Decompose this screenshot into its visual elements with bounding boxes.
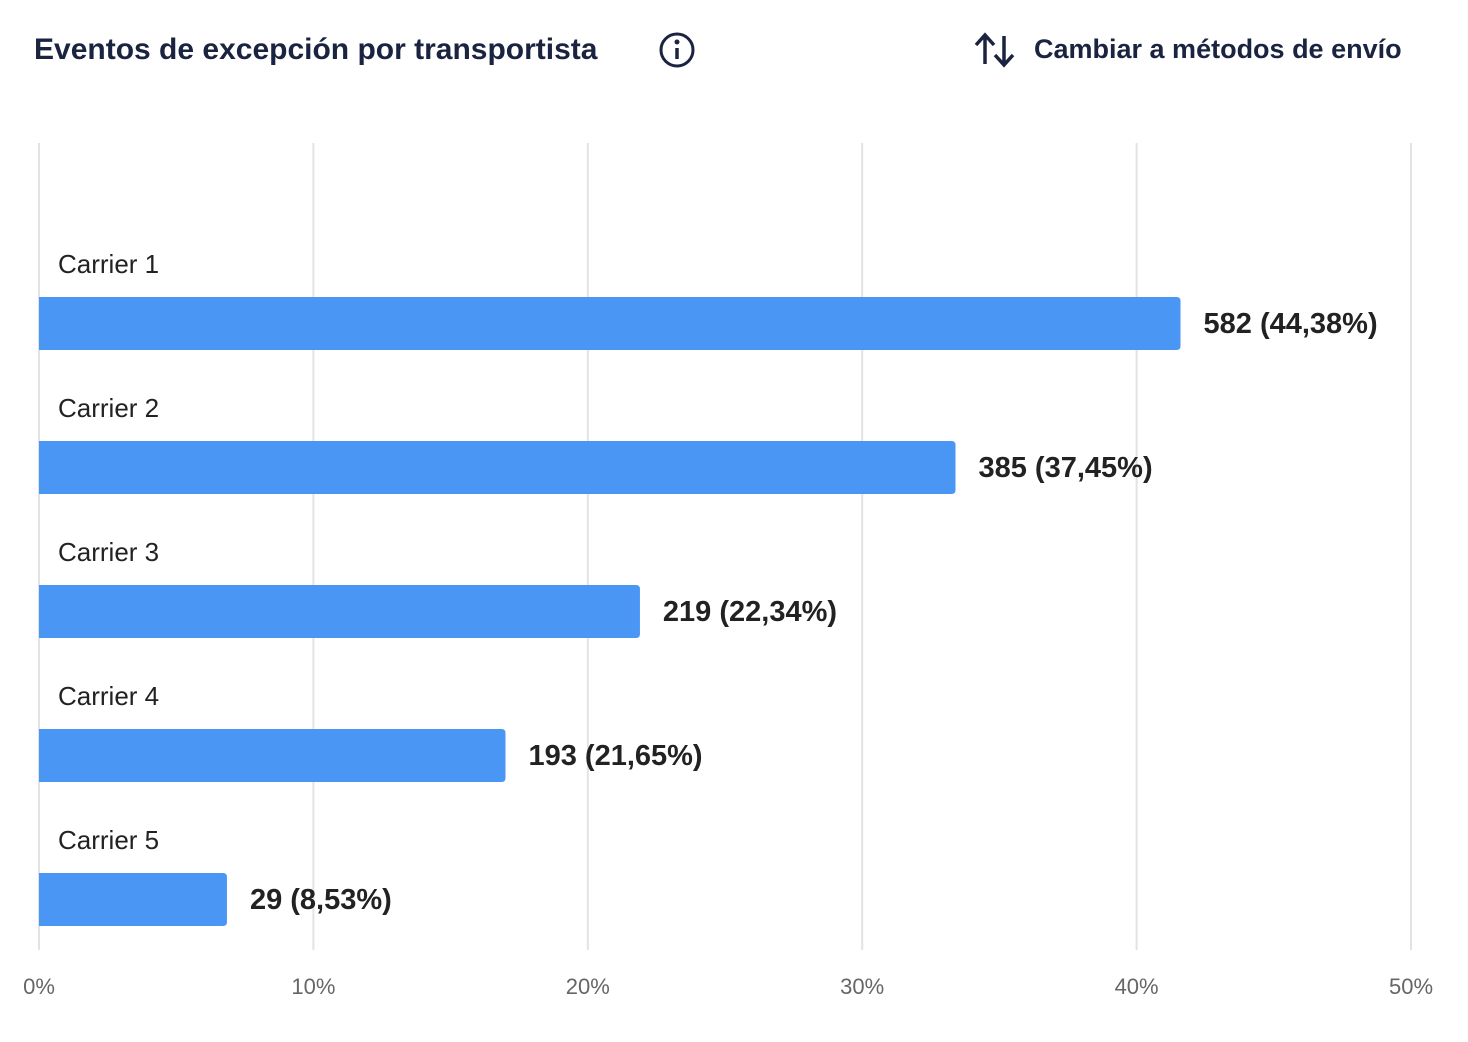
bar-label: 582 (44,38%) — [1204, 308, 1378, 340]
x-tick-label: 10% — [291, 974, 335, 999]
x-tick-label: 20% — [566, 974, 610, 999]
bar — [39, 873, 227, 926]
bar-label: 29 (8,53%) — [250, 884, 392, 916]
category-label: Carrier 5 — [58, 825, 159, 855]
category-label: Carrier 1 — [58, 249, 159, 279]
category-label: Carrier 4 — [58, 681, 159, 711]
bar-label: 385 (37,45%) — [978, 452, 1152, 484]
chart-title: Eventos de excepción por transportista — [34, 33, 598, 66]
info-icon[interactable] — [659, 32, 695, 68]
category-label: Carrier 2 — [58, 393, 159, 423]
category-label: Carrier 3 — [58, 537, 159, 567]
x-tick-label: 0% — [23, 974, 55, 999]
bar — [39, 441, 956, 494]
bar-label: 193 (21,65%) — [528, 740, 702, 772]
bar-label: 219 (22,34%) — [663, 596, 837, 628]
switch-icon[interactable] — [974, 32, 1015, 68]
bar — [39, 585, 640, 638]
bar — [39, 297, 1181, 350]
switch-link[interactable]: Cambiar a métodos de envío — [1034, 34, 1402, 64]
x-tick-label: 30% — [840, 974, 884, 999]
x-tick-label: 50% — [1389, 974, 1433, 999]
x-tick-label: 40% — [1115, 974, 1159, 999]
bar — [39, 729, 506, 782]
